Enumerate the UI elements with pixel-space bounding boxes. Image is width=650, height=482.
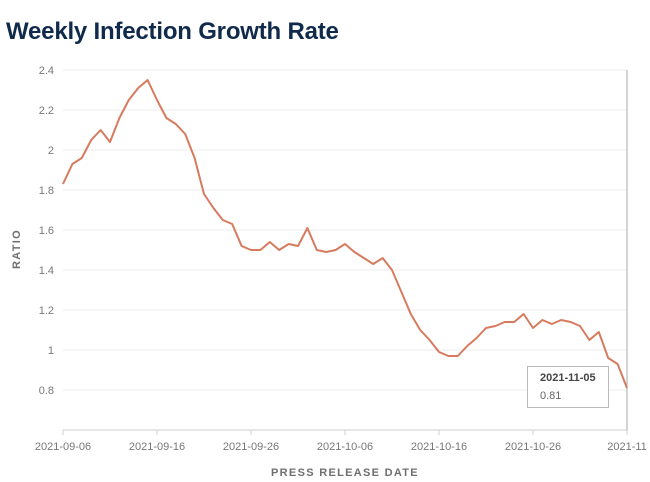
x-tick-label: 2021-10-16 [411,441,467,453]
hover-tooltip: 2021-11-05 0.81 [527,366,609,408]
x-axis: 2021-09-06 2021-09-16 2021-09-26 2021-10-06… [35,429,647,453]
y-axis-label: RATIO [11,229,23,269]
gridlines [63,69,627,391]
y-tick-label: 1.2 [39,305,54,317]
x-tick-label: 2021-11 [607,441,647,453]
y-tick-label: 2 [48,145,54,157]
y-tick-label: 1.6 [39,225,54,237]
x-tick-label: 2021-10-06 [317,441,373,453]
x-axis-label: PRESS RELEASE DATE [271,467,419,479]
y-tick-label: 1.8 [39,185,54,197]
y-tick-label: 2.2 [39,105,54,117]
y-tick-label: 1 [48,345,54,357]
x-tick-label: 2021-09-16 [129,441,185,453]
tooltip-date: 2021-11-05 [540,372,596,384]
y-tick-labels: 0.8 1 1.2 1.4 1.6 1.8 2 2.2 2.4 [39,65,54,397]
series-line-ratio [62,79,628,389]
x-tick-label: 2021-09-26 [223,441,279,453]
chart-title: Weekly Infection Growth Rate [6,18,339,45]
tooltip-value: 0.81 [540,390,562,402]
y-tick-label: 1.4 [39,265,54,277]
y-tick-label: 0.8 [39,385,54,397]
x-tick-label: 2021-10-26 [505,441,561,453]
y-tick-label: 2.4 [39,65,54,77]
x-tick-label: 2021-09-06 [35,441,91,453]
